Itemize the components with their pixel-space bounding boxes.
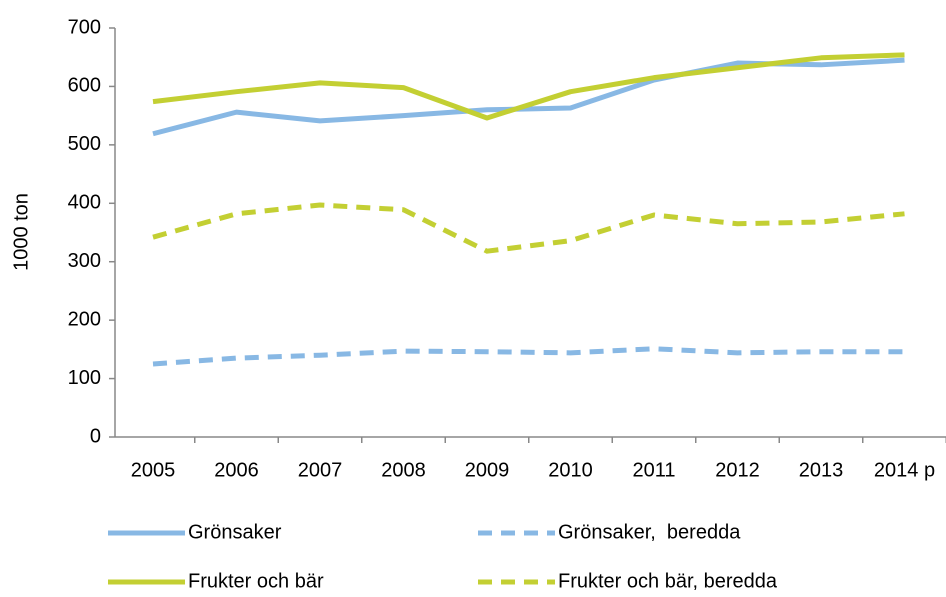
legend-label: Frukter och bär, beredda: [558, 570, 778, 592]
x-tick-label: 2013: [799, 459, 844, 481]
legend-label: Grönsaker, beredda: [558, 521, 741, 543]
x-tick-label: 2014 p: [874, 459, 935, 481]
series-line: [152, 52, 905, 121]
x-tick-label: 2011: [632, 459, 675, 481]
y-tick-label: 500: [68, 133, 101, 155]
y-tick-label: 0: [90, 425, 101, 447]
y-axis-label: 1000 ton: [10, 193, 32, 271]
x-tick-label: 2005: [131, 459, 176, 481]
y-tick-label: 600: [68, 75, 101, 97]
x-tick-label: 2007: [298, 459, 343, 481]
x-tick-label: 2008: [381, 459, 426, 481]
series-line: [152, 346, 905, 367]
y-tick-label: 700: [68, 16, 101, 38]
legend-label: Frukter och bär: [188, 570, 324, 592]
legend-label: Grönsaker: [188, 521, 282, 543]
x-tick-label: 2006: [214, 459, 259, 481]
y-tick-label: 400: [68, 192, 101, 214]
x-tick-label: 2012: [715, 459, 760, 481]
series-line: [152, 202, 905, 254]
y-tick-label: 300: [68, 250, 101, 272]
y-tick-label: 100: [68, 367, 101, 389]
y-tick-label: 200: [68, 308, 101, 330]
x-tick-label: 2009: [465, 459, 510, 481]
x-tick-label: 2010: [548, 459, 593, 481]
series-line: [152, 57, 905, 137]
